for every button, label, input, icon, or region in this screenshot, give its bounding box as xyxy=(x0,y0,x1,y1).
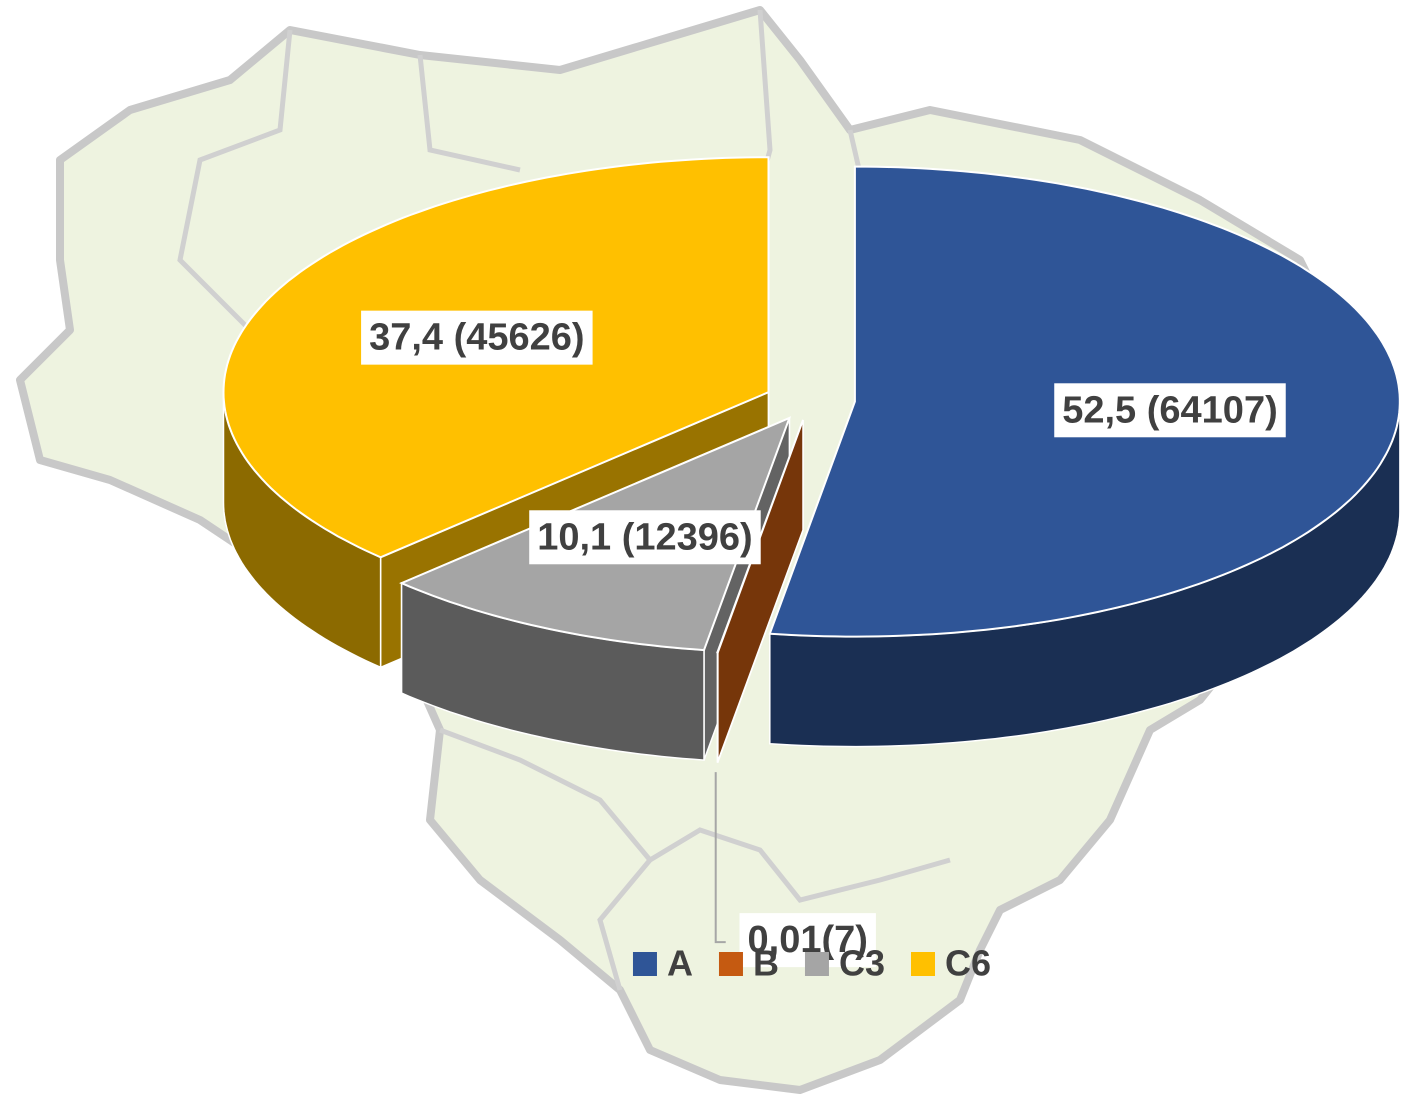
data-label-text: 52,5 (64107) xyxy=(1062,389,1278,431)
leader-line xyxy=(714,772,726,944)
data-label-bg xyxy=(1054,383,1286,438)
legend-label: B xyxy=(753,943,779,984)
legend-swatch xyxy=(718,952,743,976)
data-label-text: 37,4 (45626) xyxy=(369,317,585,359)
legend-label: C3 xyxy=(839,943,885,984)
data-label: 37,4 (45626) xyxy=(361,310,593,365)
legend-label: C6 xyxy=(945,943,991,984)
legend-swatch xyxy=(804,952,829,976)
data-label-bg xyxy=(361,310,593,365)
legend-label: A xyxy=(667,943,693,984)
legend-swatch xyxy=(632,952,657,976)
data-label-bg xyxy=(529,510,761,565)
data-label-text: 10,1 (12396) xyxy=(537,516,753,558)
data-label: 52,5 (64107) xyxy=(1054,383,1286,438)
legend: A B C3 C6 xyxy=(632,943,991,984)
data-label: 10,1 (12396) xyxy=(529,510,761,565)
legend-swatch xyxy=(911,952,935,976)
